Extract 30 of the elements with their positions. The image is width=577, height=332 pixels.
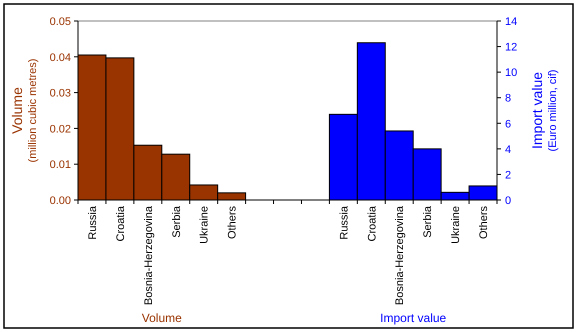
y2-tick-label: 12 <box>505 42 518 54</box>
x-tick-label: Serbia <box>422 205 434 238</box>
x-tick-label: Bosnia-Herzegovina <box>142 205 155 306</box>
y-tick-label: 0.00 <box>50 195 71 207</box>
text: Volume <box>142 311 182 325</box>
y2-axis-title: Import value (Euro million, cif) <box>529 70 559 152</box>
x-tick-label: Russia <box>86 205 99 240</box>
x-tick-label: Ukraine <box>198 206 211 244</box>
y-tick-label: 0.05 <box>50 16 71 28</box>
y2-tick-label: 0 <box>505 195 512 207</box>
y-tick-label: 0.02 <box>50 123 71 136</box>
y-axis-title: Volume (million cubic metres) <box>9 58 39 162</box>
text: Import value <box>380 311 447 325</box>
x-tick-label: Others <box>226 206 239 240</box>
y2-tick-label: 10 <box>505 67 518 80</box>
x-tick-label: Others <box>478 206 490 240</box>
y-tick-label: 0.04 <box>50 52 71 64</box>
y2-tick-label: 14 <box>505 16 518 28</box>
y2-tick-label: 2 <box>505 169 512 182</box>
y2-tick-label: 6 <box>505 118 512 130</box>
x-tick-label: Croatia <box>366 205 378 242</box>
x-tick-label: Serbia <box>170 205 183 238</box>
y2-tick-label: 8 <box>505 92 512 105</box>
y2-tick-label: 4 <box>505 144 512 156</box>
x-tick-label: Russia <box>338 205 350 240</box>
x-tick-label: Bosnia-Herzegovina <box>394 205 406 306</box>
y-tick-label: 0.03 <box>50 88 71 100</box>
x-tick-label: Croatia <box>114 205 127 242</box>
y-tick-label: 0.01 <box>50 159 71 172</box>
x-tick-label: Ukraine <box>450 206 462 244</box>
